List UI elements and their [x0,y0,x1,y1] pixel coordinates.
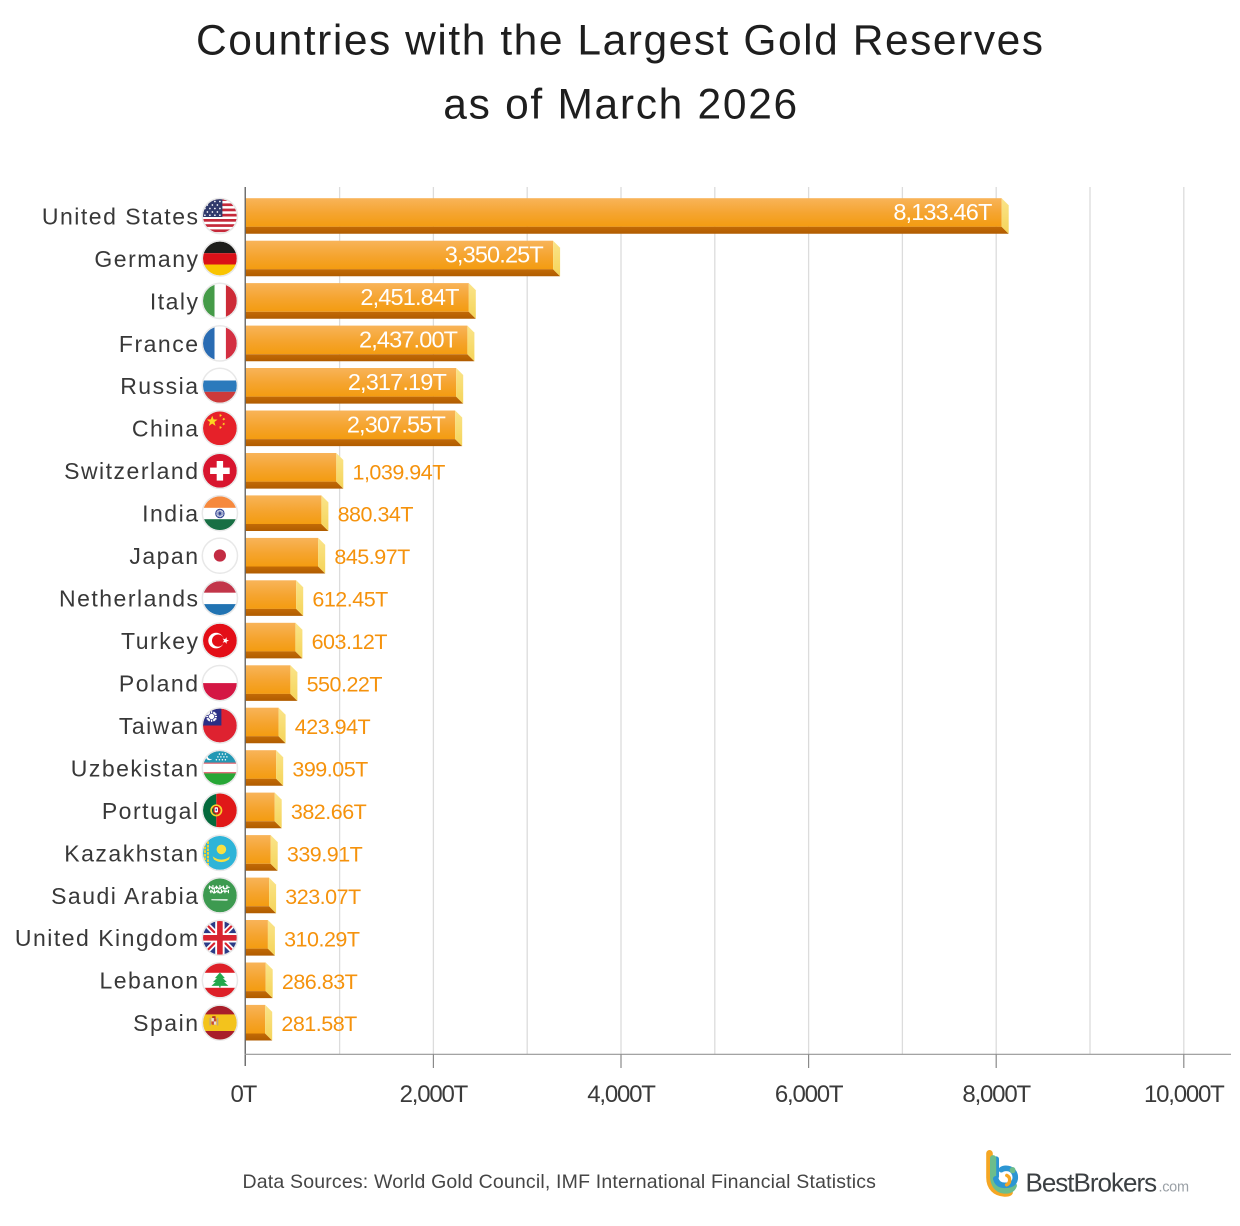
svg-text:Poland: Poland [119,671,200,697]
svg-text:323.07T: 323.07T [285,885,361,909]
svg-text:Kazakhstan: Kazakhstan [64,840,199,866]
svg-text:880.34T: 880.34T [338,503,414,527]
svg-text:Portugal: Portugal [102,798,200,824]
svg-text:382.66T: 382.66T [291,800,367,824]
svg-text:281.58T: 281.58T [281,1012,357,1036]
svg-text:India: India [142,501,199,527]
svg-text:8,000T: 8,000T [962,1081,1031,1108]
svg-text:Lebanon: Lebanon [99,968,199,994]
svg-text:1,039.94T: 1,039.94T [353,460,446,484]
svg-text:845.97T: 845.97T [334,545,410,569]
svg-text:United States: United States [42,203,200,229]
svg-text:4,000T: 4,000T [587,1081,656,1108]
svg-text:Switzerland: Switzerland [64,458,199,484]
svg-text:339.91T: 339.91T [287,842,363,866]
svg-text:6,000T: 6,000T [775,1081,844,1108]
svg-text:2,317.19T: 2,317.19T [348,369,447,395]
svg-text:Uzbekistan: Uzbekistan [71,755,200,781]
svg-text:Italy: Italy [150,288,200,314]
svg-text:3,350.25T: 3,350.25T [445,242,544,268]
svg-text:2,307.55T: 2,307.55T [347,412,446,438]
svg-text:0T: 0T [230,1081,257,1108]
svg-text:423.94T: 423.94T [295,715,371,739]
svg-text:Taiwan: Taiwan [119,713,200,739]
svg-text:United Kingdom: United Kingdom [15,925,200,951]
svg-text:France: France [119,331,200,357]
svg-text:2,437.00T: 2,437.00T [359,327,458,353]
svg-text:399.05T: 399.05T [292,758,368,782]
svg-text:Germany: Germany [94,246,199,272]
svg-text:310.29T: 310.29T [284,927,360,951]
svg-text:Netherlands: Netherlands [59,586,200,612]
svg-text:612.45T: 612.45T [312,588,388,612]
svg-text:550.22T: 550.22T [307,673,383,697]
svg-text:Japan: Japan [129,543,199,569]
svg-text:Countries with the Largest Gol: Countries with the Largest Gold Reserves [196,18,1045,65]
svg-text:Russia: Russia [120,373,199,399]
svg-text:Turkey: Turkey [121,628,199,654]
svg-text:.com: .com [1159,1180,1189,1196]
svg-text:Spain: Spain [133,1010,199,1036]
svg-text:603.12T: 603.12T [312,630,388,654]
svg-text:BestBrokers: BestBrokers [1026,1168,1158,1198]
svg-text:Saudi Arabia: Saudi Arabia [51,883,199,909]
svg-text:10,000T: 10,000T [1144,1081,1225,1108]
svg-text:8,133.46T: 8,133.46T [893,199,992,225]
svg-text:Data Sources: World Gold Counc: Data Sources: World Gold Council, IMF In… [243,1171,877,1193]
svg-text:China: China [132,416,200,442]
svg-text:286.83T: 286.83T [282,970,358,994]
svg-text:2,451.84T: 2,451.84T [360,284,459,310]
svg-text:2,000T: 2,000T [400,1081,469,1108]
svg-text:as of March 2026: as of March 2026 [443,81,799,128]
